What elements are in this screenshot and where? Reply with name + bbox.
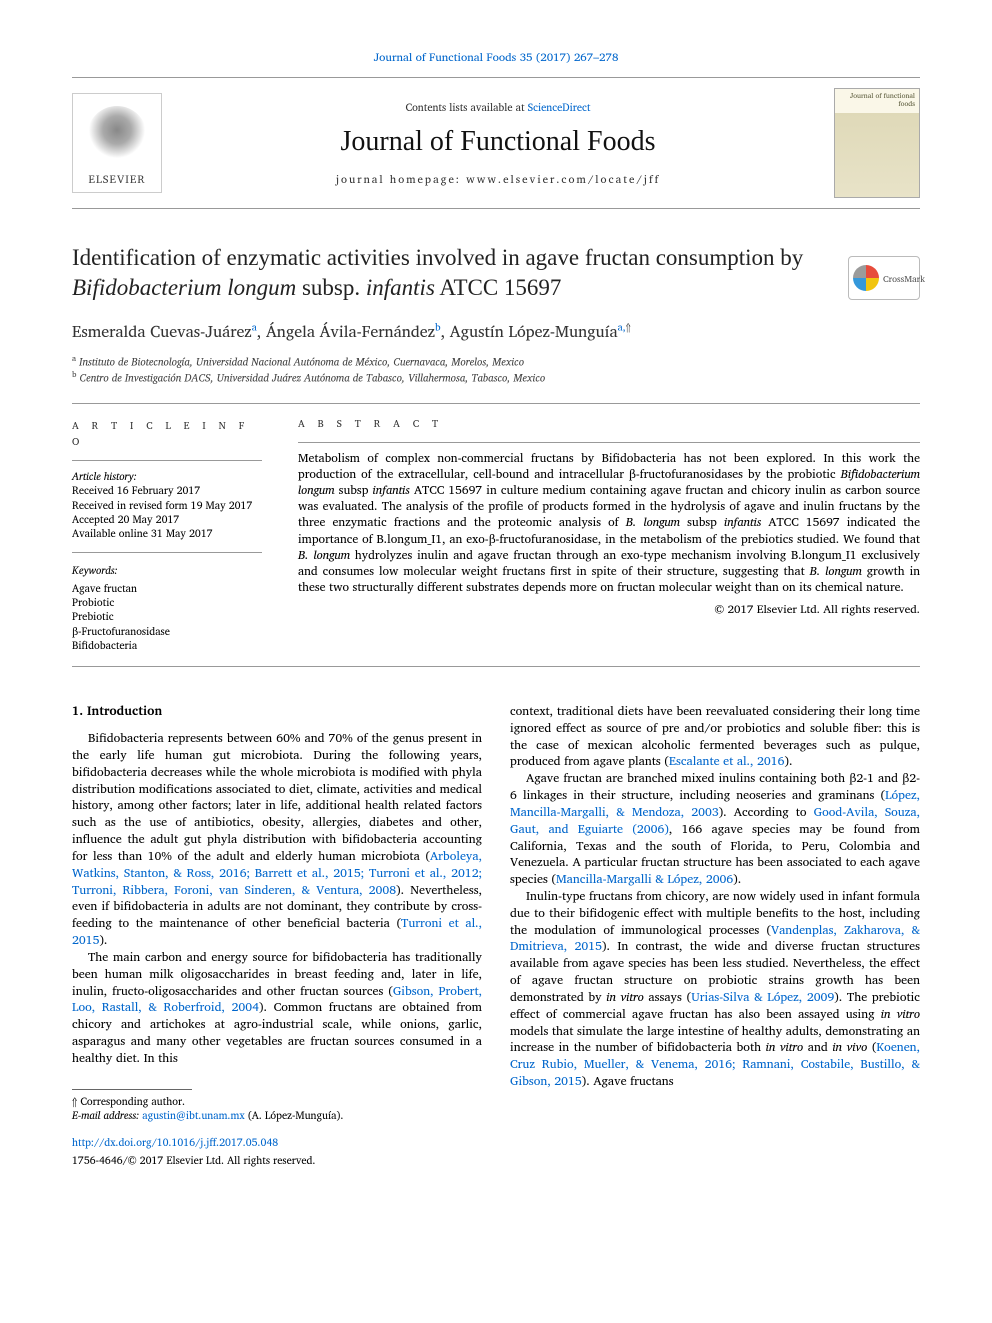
doi-footer: http://dx.doi.org/10.1016/j.jff.2017.05.… (72, 1133, 920, 1169)
homepage-prefix: journal homepage: (336, 170, 466, 188)
title-species-1: Bifidobacterium longum (72, 275, 296, 300)
right-column: context, traditional diets have been ree… (510, 703, 920, 1123)
article-info-column: a r t i c l e i n f o Article history: R… (72, 404, 280, 666)
cover-title: Journal of functional foods (839, 93, 915, 108)
intro-para-2: The main carbon and energy source for bi… (72, 949, 482, 1067)
affiliations: a Instituto de Biotecnología, Universida… (72, 353, 920, 385)
intro-para-3: Agave fructan are branched mixed inulins… (510, 770, 920, 888)
journal-name: Journal of Functional Foods (162, 126, 834, 158)
keywords-label: Keywords: (72, 561, 262, 579)
keyword: Bifidobacteria (72, 638, 262, 652)
intro-para-cont: context, traditional diets have been ree… (510, 703, 920, 770)
homepage-url: www.elsevier.com/locate/jff (466, 170, 660, 188)
affiliation-b: Centro de Investigación DACS, Universida… (80, 368, 546, 386)
title-species-2: infantis (366, 275, 435, 300)
title-text-1: Identification of enzymatic activities i… (72, 245, 803, 270)
journal-ref-link[interactable]: Journal of Functional Foods 35 (2017) 26… (374, 48, 619, 67)
abstract-heading: a b s t r a c t (298, 418, 920, 432)
title-text-3: ATCC 15697 (435, 275, 562, 300)
crossmark-label: CrossMark (883, 271, 925, 286)
author-3: Agustín López-Munguía (450, 319, 618, 345)
corresponding-author-footer: ⇑ Corresponding author. E-mail address: … (72, 1089, 482, 1123)
author-1: Esmeralda Cuevas-Juárez (72, 319, 252, 345)
elsevier-tree-icon (87, 106, 147, 166)
article-info-heading: a r t i c l e i n f o (72, 418, 262, 450)
author-3-aff[interactable]: a, (618, 319, 626, 335)
email-label: E-mail address: (72, 1106, 139, 1124)
crossmark-badge[interactable]: CrossMark (848, 256, 920, 300)
doi-link[interactable]: http://dx.doi.org/10.1016/j.jff.2017.05.… (72, 1133, 278, 1151)
author-3-corr[interactable]: ⇑ (626, 319, 631, 335)
author-2: Ángela Ávila-Fernández (266, 319, 435, 345)
corr-email-name: (A. López-Munguía). (245, 1106, 344, 1124)
section-1-heading: 1. Introduction (72, 703, 482, 720)
keywords-list: Agave fructan Probiotic Prebiotic β-Fruc… (72, 581, 262, 652)
author-list: Esmeralda Cuevas-Juárez a, Ángela Ávila-F… (72, 319, 920, 345)
journal-header: ELSEVIER Contents lists available at Sci… (72, 77, 920, 209)
title-text-2: subsp. (296, 275, 366, 300)
elsevier-logo: ELSEVIER (72, 93, 162, 193)
sciencedirect-link[interactable]: ScienceDirect (528, 98, 591, 116)
abstract-text: Metabolism of complex non-commercial fru… (298, 451, 920, 597)
journal-cover-thumbnail: Journal of functional foods (834, 88, 920, 198)
homepage-line: journal homepage: www.elsevier.com/locat… (162, 170, 834, 188)
intro-para-1: Bifidobacteria represents between 60% an… (72, 730, 482, 949)
article-title: Identification of enzymatic activities i… (72, 243, 812, 303)
author-2-aff[interactable]: b (435, 319, 441, 335)
contents-prefix: Contents lists available at (406, 98, 528, 116)
issn-copyright: 1756-4646/© 2017 Elsevier Ltd. All right… (72, 1151, 315, 1169)
elsevier-label: ELSEVIER (89, 170, 146, 188)
journal-reference: Journal of Functional Foods 35 (2017) 26… (72, 48, 920, 67)
left-column: 1. Introduction Bifidobacteria represent… (72, 703, 482, 1123)
crossmark-icon (853, 265, 879, 291)
abstract-column: a b s t r a c t Metabolism of complex no… (280, 404, 920, 666)
copyright-line: © 2017 Elsevier Ltd. All rights reserved… (298, 602, 920, 618)
body-two-column: 1. Introduction Bifidobacteria represent… (72, 703, 920, 1123)
intro-para-4: Inulin-type fructans from chicory, are n… (510, 888, 920, 1090)
corr-email-link[interactable]: agustin@ibt.unam.mx (142, 1106, 244, 1124)
author-1-aff[interactable]: a (252, 319, 257, 335)
history-online: Available online 31 May 2017 (72, 526, 262, 540)
contents-line: Contents lists available at ScienceDirec… (162, 98, 834, 116)
